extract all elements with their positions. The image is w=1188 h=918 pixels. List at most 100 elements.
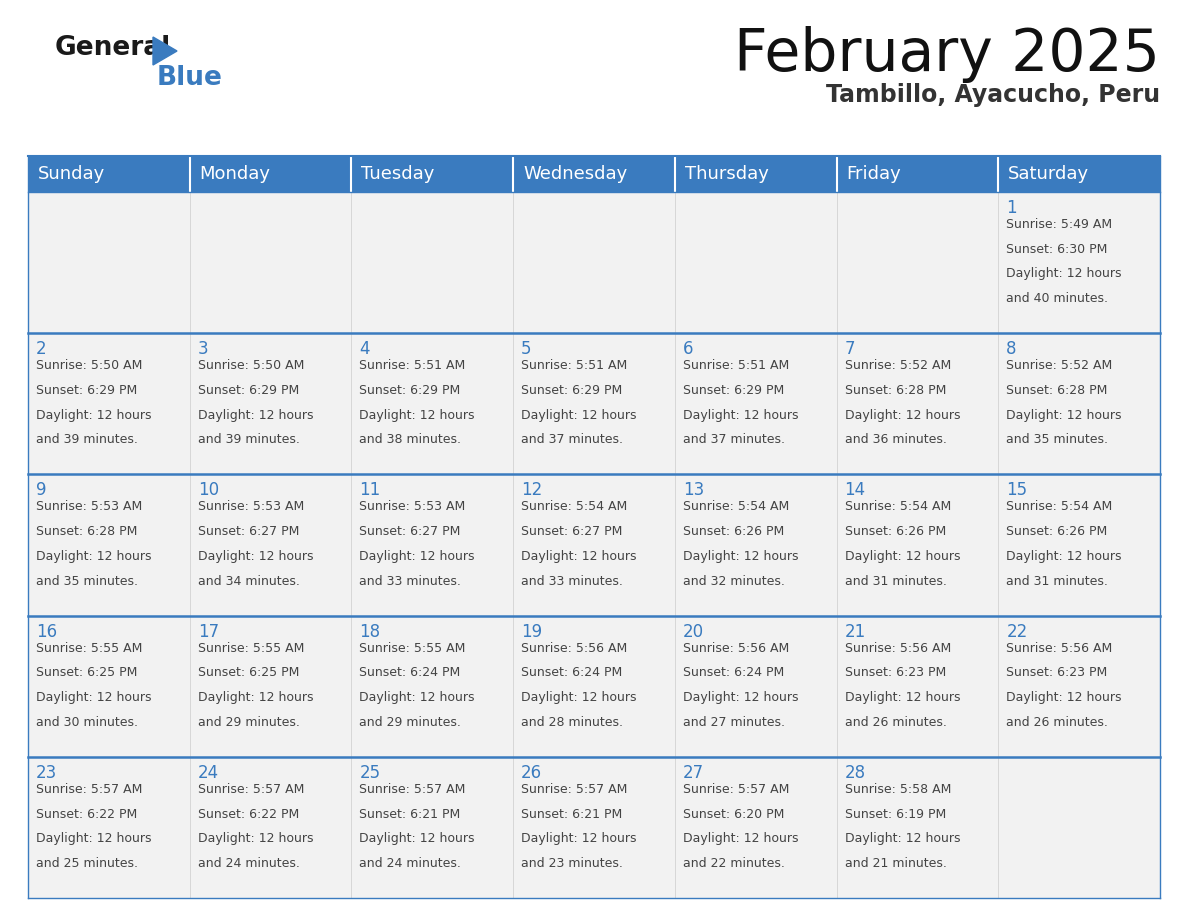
Text: Sunrise: 5:57 AM: Sunrise: 5:57 AM	[683, 783, 789, 796]
Text: Daylight: 12 hours: Daylight: 12 hours	[1006, 409, 1121, 421]
Text: Sunrise: 5:54 AM: Sunrise: 5:54 AM	[845, 500, 950, 513]
Text: Sunset: 6:29 PM: Sunset: 6:29 PM	[197, 384, 299, 397]
Text: and 40 minutes.: and 40 minutes.	[1006, 292, 1108, 305]
Text: Daylight: 12 hours: Daylight: 12 hours	[683, 833, 798, 845]
Text: Daylight: 12 hours: Daylight: 12 hours	[360, 409, 475, 421]
Text: Blue: Blue	[157, 65, 223, 91]
Text: 3: 3	[197, 341, 208, 358]
Text: Sunrise: 5:49 AM: Sunrise: 5:49 AM	[1006, 218, 1112, 231]
Text: Sunset: 6:28 PM: Sunset: 6:28 PM	[36, 525, 138, 538]
Bar	[29, 756, 1159, 898]
Text: Daylight: 12 hours: Daylight: 12 hours	[845, 691, 960, 704]
Text: Sunset: 6:27 PM: Sunset: 6:27 PM	[360, 525, 461, 538]
Text: Daylight: 12 hours: Daylight: 12 hours	[683, 409, 798, 421]
Text: Tuesday: Tuesday	[361, 165, 435, 183]
Text: Daylight: 12 hours: Daylight: 12 hours	[683, 691, 798, 704]
Text: and 31 minutes.: and 31 minutes.	[845, 575, 947, 588]
Text: Sunrise: 5:56 AM: Sunrise: 5:56 AM	[1006, 642, 1112, 655]
Text: Sunrise: 5:56 AM: Sunrise: 5:56 AM	[522, 642, 627, 655]
Text: and 38 minutes.: and 38 minutes.	[360, 433, 461, 446]
Text: Daylight: 12 hours: Daylight: 12 hours	[1006, 550, 1121, 563]
Text: Sunset: 6:25 PM: Sunset: 6:25 PM	[197, 666, 299, 679]
Text: Sunset: 6:19 PM: Sunset: 6:19 PM	[845, 808, 946, 821]
Text: Sunrise: 5:51 AM: Sunrise: 5:51 AM	[683, 359, 789, 372]
Text: 15: 15	[1006, 481, 1028, 499]
Text: 1: 1	[1006, 199, 1017, 217]
Text: Sunrise: 5:56 AM: Sunrise: 5:56 AM	[683, 642, 789, 655]
Text: Saturday: Saturday	[1009, 165, 1089, 183]
Text: 11: 11	[360, 481, 380, 499]
Text: Daylight: 12 hours: Daylight: 12 hours	[197, 409, 314, 421]
Text: Sunrise: 5:55 AM: Sunrise: 5:55 AM	[36, 642, 143, 655]
Text: Daylight: 12 hours: Daylight: 12 hours	[197, 691, 314, 704]
Text: Sunset: 6:27 PM: Sunset: 6:27 PM	[197, 525, 299, 538]
Text: 28: 28	[845, 764, 866, 782]
Text: Sunset: 6:26 PM: Sunset: 6:26 PM	[845, 525, 946, 538]
Text: and 33 minutes.: and 33 minutes.	[522, 575, 623, 588]
Text: and 39 minutes.: and 39 minutes.	[197, 433, 299, 446]
Text: Sunset: 6:25 PM: Sunset: 6:25 PM	[36, 666, 138, 679]
Text: 25: 25	[360, 764, 380, 782]
Text: Sunset: 6:29 PM: Sunset: 6:29 PM	[36, 384, 138, 397]
Text: Daylight: 12 hours: Daylight: 12 hours	[360, 691, 475, 704]
Text: and 26 minutes.: and 26 minutes.	[1006, 716, 1108, 729]
Text: 12: 12	[522, 481, 543, 499]
Text: 18: 18	[360, 622, 380, 641]
Text: Sunrise: 5:54 AM: Sunrise: 5:54 AM	[1006, 500, 1112, 513]
Text: Sunrise: 5:54 AM: Sunrise: 5:54 AM	[522, 500, 627, 513]
Text: 9: 9	[36, 481, 46, 499]
Text: and 35 minutes.: and 35 minutes.	[1006, 433, 1108, 446]
Text: Sunset: 6:21 PM: Sunset: 6:21 PM	[522, 808, 623, 821]
Text: and 39 minutes.: and 39 minutes.	[36, 433, 138, 446]
Polygon shape	[153, 37, 177, 65]
Text: Sunrise: 5:57 AM: Sunrise: 5:57 AM	[36, 783, 143, 796]
Text: and 32 minutes.: and 32 minutes.	[683, 575, 785, 588]
Text: Sunrise: 5:55 AM: Sunrise: 5:55 AM	[360, 642, 466, 655]
Text: and 25 minutes.: and 25 minutes.	[36, 856, 138, 870]
Text: and 24 minutes.: and 24 minutes.	[360, 856, 461, 870]
Text: and 36 minutes.: and 36 minutes.	[845, 433, 947, 446]
Text: Sunset: 6:24 PM: Sunset: 6:24 PM	[522, 666, 623, 679]
Text: and 27 minutes.: and 27 minutes.	[683, 716, 785, 729]
Text: Sunrise: 5:51 AM: Sunrise: 5:51 AM	[360, 359, 466, 372]
Bar	[675, 156, 836, 192]
Text: 6: 6	[683, 341, 694, 358]
Text: 8: 8	[1006, 341, 1017, 358]
Text: Sunrise: 5:55 AM: Sunrise: 5:55 AM	[197, 642, 304, 655]
Text: 20: 20	[683, 622, 704, 641]
Text: Sunrise: 5:58 AM: Sunrise: 5:58 AM	[845, 783, 950, 796]
Text: Daylight: 12 hours: Daylight: 12 hours	[360, 833, 475, 845]
Text: and 31 minutes.: and 31 minutes.	[1006, 575, 1108, 588]
Text: Sunrise: 5:57 AM: Sunrise: 5:57 AM	[360, 783, 466, 796]
Text: Daylight: 12 hours: Daylight: 12 hours	[36, 833, 152, 845]
Text: Sunrise: 5:52 AM: Sunrise: 5:52 AM	[1006, 359, 1112, 372]
Text: 16: 16	[36, 622, 57, 641]
Text: February 2025: February 2025	[734, 26, 1159, 83]
Text: and 29 minutes.: and 29 minutes.	[197, 716, 299, 729]
Text: Daylight: 12 hours: Daylight: 12 hours	[36, 409, 152, 421]
Bar	[29, 475, 1159, 616]
Text: Monday: Monday	[200, 165, 271, 183]
Bar	[513, 156, 675, 192]
Text: 26: 26	[522, 764, 542, 782]
Text: and 35 minutes.: and 35 minutes.	[36, 575, 138, 588]
Text: Sunset: 6:22 PM: Sunset: 6:22 PM	[197, 808, 299, 821]
Bar	[352, 156, 513, 192]
Text: Sunset: 6:24 PM: Sunset: 6:24 PM	[360, 666, 461, 679]
Bar	[29, 192, 1159, 333]
Text: Daylight: 12 hours: Daylight: 12 hours	[36, 550, 152, 563]
Bar	[29, 333, 1159, 475]
Text: Tambillo, Ayacucho, Peru: Tambillo, Ayacucho, Peru	[826, 83, 1159, 107]
Text: Sunrise: 5:57 AM: Sunrise: 5:57 AM	[522, 783, 627, 796]
Text: Sunrise: 5:57 AM: Sunrise: 5:57 AM	[197, 783, 304, 796]
Text: Thursday: Thursday	[684, 165, 769, 183]
Text: Sunrise: 5:54 AM: Sunrise: 5:54 AM	[683, 500, 789, 513]
Text: Daylight: 12 hours: Daylight: 12 hours	[1006, 691, 1121, 704]
Text: Sunset: 6:20 PM: Sunset: 6:20 PM	[683, 808, 784, 821]
Text: Daylight: 12 hours: Daylight: 12 hours	[197, 550, 314, 563]
Bar	[29, 156, 190, 192]
Text: and 22 minutes.: and 22 minutes.	[683, 856, 785, 870]
Text: Sunset: 6:26 PM: Sunset: 6:26 PM	[683, 525, 784, 538]
Text: 5: 5	[522, 341, 532, 358]
Text: 22: 22	[1006, 622, 1028, 641]
